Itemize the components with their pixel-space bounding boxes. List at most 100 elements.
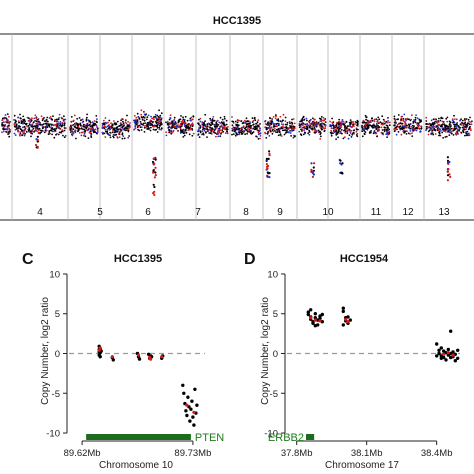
genome-point-602 <box>119 122 122 125</box>
genome-point-321 <box>45 127 47 130</box>
genome-point-388 <box>88 123 91 126</box>
genome-point-2143 <box>375 132 377 135</box>
genome-point-337 <box>45 123 48 125</box>
genome-deletion-point-2-9 <box>268 150 271 153</box>
genome-point-1055 <box>182 118 185 121</box>
genome-point-2551 <box>445 125 447 128</box>
genome-point-2127 <box>363 130 366 132</box>
genome-deletion-point-1-22 <box>152 163 155 166</box>
genome-point-1386 <box>234 131 237 134</box>
d-point-1 <box>306 312 310 317</box>
genome-point-359 <box>14 124 16 127</box>
genome-point-405 <box>83 128 86 131</box>
genome-point-1895 <box>345 121 348 123</box>
genome-point-628 <box>112 133 115 136</box>
genome-point-433 <box>84 135 87 138</box>
genome-point-1763 <box>308 131 311 133</box>
d-point-41 <box>456 356 460 360</box>
genome-deletion-point-1-12 <box>153 185 156 189</box>
genome-point-2583 <box>468 120 470 123</box>
genome-point-784 <box>143 117 146 119</box>
genome-point-1705 <box>315 130 318 133</box>
genome-point-892 <box>159 120 162 123</box>
genome-deletion-point-5-10 <box>446 170 449 173</box>
genome-point-1324 <box>256 121 259 124</box>
genome-point-1068 <box>187 129 190 132</box>
genome-point-586 <box>127 120 129 123</box>
genome-point-530 <box>75 127 78 129</box>
genome-point-1422 <box>250 129 253 132</box>
genome-point-1156 <box>221 129 224 132</box>
genome-point-1256 <box>216 125 219 128</box>
genome-point-2169 <box>395 133 398 136</box>
genome-point-623 <box>122 135 125 138</box>
genome-point-1381 <box>253 116 256 119</box>
genome-point-2559 <box>469 125 471 128</box>
genome-point-1563 <box>289 132 292 134</box>
genome-point-2139 <box>381 115 384 118</box>
genome-point-87 <box>31 132 33 135</box>
genome-point-1860 <box>351 133 354 136</box>
genome-point-270 <box>40 131 43 134</box>
genome-point-846 <box>158 128 161 131</box>
genome-point-1614 <box>272 126 275 128</box>
genome-point-156 <box>13 132 16 135</box>
genome-point-2292 <box>393 128 395 131</box>
d-y-tick-label-0: 10 <box>267 269 278 280</box>
genome-point-2571 <box>463 122 465 125</box>
genome-point-1632 <box>293 135 296 138</box>
genome-point-335 <box>19 117 22 119</box>
genome-point-1197 <box>207 129 210 132</box>
genome-point-358 <box>51 130 54 133</box>
genome-point-872 <box>153 116 155 118</box>
genome-point-1187 <box>217 135 220 138</box>
genome-point-2236 <box>417 124 420 126</box>
genome-point-1774 <box>306 127 309 129</box>
genome-point-1358 <box>244 133 247 136</box>
genome-point-1220 <box>197 123 200 126</box>
genome-point-1332 <box>255 122 257 125</box>
genome-point-1960 <box>356 122 359 125</box>
genome-point-1686 <box>305 117 308 120</box>
genome-point-1953 <box>349 125 351 128</box>
genome-point-2190 <box>414 121 417 124</box>
genome-point-1477 <box>274 129 276 132</box>
genome-point-676 <box>103 125 106 128</box>
genome-point-2301 <box>395 126 397 129</box>
genome-point-2102 <box>382 122 385 125</box>
genome-point-58 <box>5 131 8 134</box>
genome-point-2605 <box>455 125 458 128</box>
genome-point-2138 <box>386 136 388 139</box>
genome-point-2592 <box>432 118 435 121</box>
genome-point-1782 <box>301 130 303 132</box>
genome-point-1209 <box>225 123 228 126</box>
genome-point-678 <box>111 131 114 134</box>
genome-point-1934 <box>335 131 338 134</box>
genome-point-912 <box>183 120 186 123</box>
genome-point-304 <box>41 127 44 130</box>
genome-point-2048 <box>387 120 389 122</box>
genome-point-1804 <box>315 120 318 123</box>
genome-point-310 <box>13 119 15 121</box>
genome-point-2147 <box>369 131 371 133</box>
genome-point-1613 <box>287 131 289 133</box>
genome-point-72 <box>15 123 18 126</box>
genome-point-2523 <box>460 131 463 134</box>
d-point-6 <box>313 316 317 320</box>
genome-point-2135 <box>385 124 388 127</box>
genome-point-1196 <box>202 133 205 136</box>
genome-point-1006 <box>171 121 174 124</box>
genome-point-1037 <box>191 118 194 121</box>
genome-point-1806 <box>339 130 342 133</box>
genome-point-974 <box>181 125 183 127</box>
genome-point-365 <box>44 129 47 132</box>
genome-point-1622 <box>278 131 281 134</box>
genome-point-2546 <box>428 123 430 126</box>
genome-point-2321 <box>400 115 403 118</box>
genome-point-2408 <box>439 119 442 122</box>
genome-point-1852 <box>341 119 344 121</box>
genome-point-723 <box>118 124 121 127</box>
genome-point-871 <box>156 131 159 133</box>
genome-point-1341 <box>247 127 249 130</box>
genome-point-265 <box>41 124 44 127</box>
